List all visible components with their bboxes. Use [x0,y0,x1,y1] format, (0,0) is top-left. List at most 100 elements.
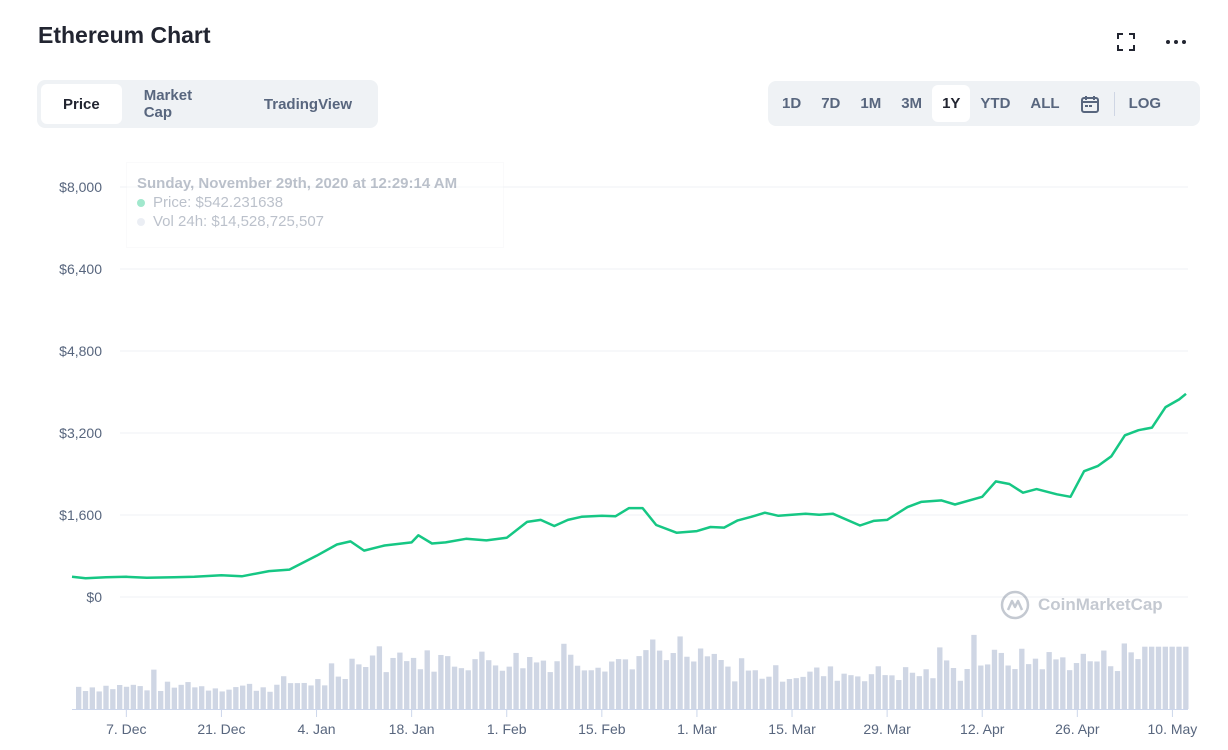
volume-bar [527,657,533,709]
volume-bar [691,661,697,709]
volume-bar [759,678,765,709]
log-scale-toggle[interactable]: LOG [1128,95,1162,112]
volume-bar [164,681,171,709]
volume-bar [1176,646,1182,709]
volume-bar [158,690,164,709]
volume-bar [697,648,704,709]
volume-bar [732,681,738,709]
volume-bar [479,651,485,709]
volume-bar [766,676,772,709]
volume-bar [226,689,232,709]
range-3m[interactable]: 3M [901,95,923,112]
volume-bar [356,664,362,709]
volume-bar [82,691,89,709]
volume-bar [786,679,793,709]
tooltip-price-value: $542.231638 [195,194,284,211]
y-tick-label: $3,200 [59,425,102,441]
volume-bar [704,656,711,709]
volume-bar [103,685,109,709]
volume-bar [1135,659,1141,709]
volume-bar [889,675,895,709]
volume-bar [738,658,745,709]
volume-bar [677,636,683,709]
volume-bar [76,686,82,709]
range-1y[interactable]: 1Y [932,85,971,122]
volume-bar [834,680,840,709]
volume-bar [943,660,950,709]
y-tick-label: $4,800 [59,343,102,359]
x-tick-label: 15. Mar [768,721,816,737]
volume-bar [185,682,191,709]
volume-bar [950,668,957,709]
range-7d[interactable]: 7D [821,95,841,112]
x-tick-label: 29. Mar [863,721,911,737]
range-ytd[interactable]: YTD [980,95,1011,112]
range-all[interactable]: ALL [1030,95,1060,112]
date-range-button[interactable] [1070,85,1110,122]
chart-type-tabs: Price Market Cap TradingView [37,80,378,128]
volume-bar [957,680,963,709]
volume-bar [937,647,943,709]
volume-bar [240,685,246,709]
volume-bar [137,686,143,709]
volume-bar [609,661,615,709]
volume-bar [663,660,670,709]
y-tick-label: $6,400 [59,261,102,277]
volume-bar [1080,653,1086,709]
volume-bar [540,660,547,709]
y-tick-label: $8,000 [59,179,102,195]
x-tick-label: 1. Feb [487,721,527,737]
tab-tradingview[interactable]: TradingView [263,95,352,113]
volume-bar [561,643,567,709]
fullscreen-button[interactable] [1114,30,1138,54]
watermark-text: CoinMarketCap [1038,595,1163,614]
volume-bar [1094,661,1100,709]
volume-bar [827,666,834,709]
volume-bar [130,684,137,709]
volume-bar [814,667,820,709]
volume-bar [588,670,594,709]
range-1m[interactable]: 1M [860,95,882,112]
volume-bar [902,667,909,709]
calendar-icon [1080,95,1099,113]
volume-bar [1121,643,1127,709]
y-axis: $0 $1,600 $3,200 $4,800 $6,400 $8,000 [59,179,102,605]
volume-bar [991,649,998,709]
volume-bar [246,683,253,709]
volume-bar [1005,665,1011,709]
volume-bar [322,685,328,709]
range-1d[interactable]: 1D [782,95,802,112]
volume-bar [1169,646,1175,709]
volume-bar [363,667,369,709]
volume-bar [629,669,635,709]
volume-bar [711,653,717,709]
x-tick-label: 18. Jan [389,721,435,737]
volume-bar [978,665,984,709]
volume-bar [1107,666,1114,709]
volume-bar [718,659,724,709]
chart-grid [120,186,1188,598]
volume-bar [451,666,458,709]
volume-bar [615,659,622,709]
volume-bar [745,670,752,709]
volume-bar [1053,659,1059,709]
volume-bar [779,681,786,709]
x-tick-label: 7. Dec [106,721,146,737]
volume-bar [930,678,936,709]
volume-bar [492,665,499,709]
more-options-button[interactable] [1164,30,1188,54]
volume-bar [315,679,321,709]
volume-bar [868,674,875,709]
y-tick-label: $1,600 [59,507,102,523]
volume-bar [964,669,970,709]
volume-bar [404,661,410,709]
tab-market-cap[interactable]: Market Cap [143,87,193,121]
volume-bar [424,650,430,709]
tab-price[interactable]: Price [41,84,122,124]
x-tick-label: 26. Apr [1055,721,1100,737]
volume-bar [1032,658,1039,709]
tooltip-volume-label: Vol 24h: [153,213,208,230]
tooltip-volume-value: $14,528,725,507 [211,213,325,230]
fullscreen-icon [1117,33,1135,51]
volume-bar [650,639,656,709]
